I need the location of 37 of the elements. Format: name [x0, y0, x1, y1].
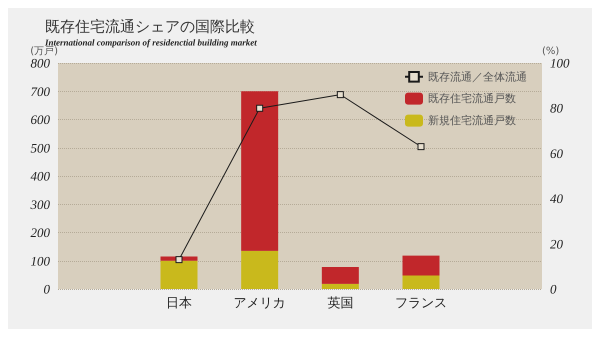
- y2-tick-label: 20: [550, 236, 564, 252]
- bar: [402, 256, 440, 276]
- x-tick-label: 英国: [327, 296, 354, 311]
- y-tick-label: 700: [30, 84, 50, 99]
- legend-label: 新規住宅流通戸数: [428, 114, 516, 128]
- y-tick-label: 400: [30, 168, 50, 184]
- y-axis-title: (万戸): [30, 46, 58, 58]
- point: [336, 91, 344, 98]
- bar: [160, 260, 198, 289]
- y-tick-label: 800: [30, 56, 50, 70]
- legend-label: 既存流通／全体流通: [428, 70, 527, 84]
- y-tick-label: 200: [30, 225, 50, 240]
- bar: [241, 91, 278, 251]
- point: [418, 143, 424, 150]
- y-tick-label: 300: [30, 196, 50, 212]
- chart-title: 既存住宅流通シェアの国際比較: [45, 18, 255, 36]
- point: [256, 104, 264, 112]
- point: [176, 256, 182, 264]
- y2-tick-label: 40: [550, 191, 564, 206]
- y-tick-label: 500: [30, 140, 50, 156]
- y-tick-label: 100: [30, 253, 50, 268]
- y-tick-label: 600: [30, 112, 50, 127]
- bar: [322, 284, 359, 289]
- bar: [402, 275, 440, 289]
- legend-label: 既存住宅流通戸数: [428, 92, 516, 106]
- chart-subtitle: International comparison of residenctial building market: [44, 38, 258, 48]
- bar: [241, 250, 278, 289]
- bar: [322, 266, 359, 284]
- x-tick-label: アメリカ: [234, 296, 286, 311]
- y2-tick-label: 0: [550, 282, 557, 296]
- x-tick-label: フランス: [395, 296, 447, 311]
- y2-tick-label: 80: [550, 100, 564, 116]
- y2-tick-label: 60: [550, 146, 564, 161]
- y2-tick-label: 100: [550, 56, 570, 70]
- y2-axis-title: (%): [542, 46, 560, 58]
- x-tick-label: 日本: [166, 296, 192, 311]
- y-tick-label: 0: [44, 282, 50, 296]
